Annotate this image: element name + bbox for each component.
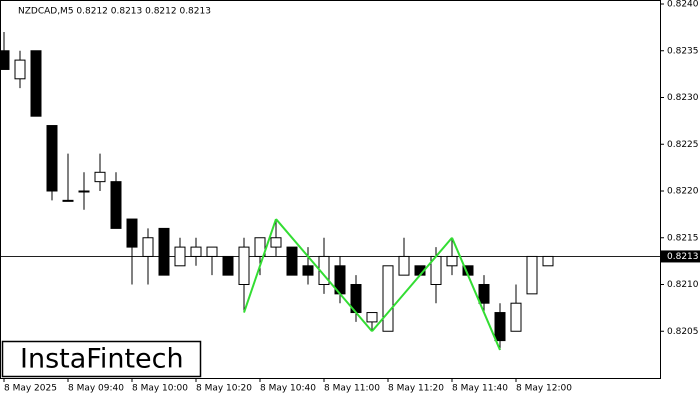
x-tick-label: 8 May 12:00 [516,384,572,394]
candle-body [126,218,138,248]
x-tick-label: 8 May 11:40 [452,384,508,394]
candle-body [446,255,458,267]
pattern-line [243,218,277,313]
candle-body [382,265,394,332]
y-tick-label: 0.8220 [667,187,699,197]
candle-body [270,237,282,248]
y-tick-label: 0.8215 [667,233,699,243]
candle-body [366,312,378,323]
pattern-line [371,237,453,332]
x-tick-label: 8 May 10:00 [132,384,188,394]
candle-body [78,190,90,193]
y-tick-label: 0.8205 [667,327,699,337]
y-tick-label: 0.8240 [667,0,699,10]
candle-body [110,181,122,229]
candle-body [190,246,202,257]
x-tick-label: 8 May 11:00 [324,384,380,394]
candle-body [174,246,186,267]
candle-body [46,125,58,192]
candle-body [510,302,522,332]
candle-body [14,59,26,80]
candle-body [142,237,154,257]
candle-body [94,171,106,183]
chart-title: NZDCAD,M5 0.8212 0.8213 0.8212 0.8213 [18,7,211,17]
candle-body [206,246,218,257]
candle-body [398,255,410,276]
x-tick-label: 8 May 2025 [4,384,57,394]
candle-body [158,227,170,276]
logo-box [1,340,202,378]
y-tick-label: 0.8225 [667,140,699,150]
pattern-line [451,237,501,351]
x-tick-label: 8 May 10:40 [260,384,316,394]
last-price-label: 0.8213 [667,252,699,262]
pattern-line [275,218,373,332]
candle-body [286,246,298,276]
candle-body [542,255,554,267]
candle-body [62,199,74,202]
candle-body [238,246,250,286]
x-tick-label: 8 May 11:20 [388,384,444,394]
logo: InstaFintech [20,344,184,375]
candle-body [0,50,10,70]
y-tick-label: 0.8230 [667,93,699,103]
y-tick-label: 0.8235 [667,46,699,56]
candle-body [302,265,314,276]
x-tick-label: 8 May 10:20 [196,384,252,394]
y-tick-label: 0.8210 [667,280,699,290]
candle-body [222,255,234,276]
candle-body [478,284,490,304]
x-tick-label: 8 May 09:40 [68,384,124,394]
last-price-box [660,250,700,263]
candle-body [254,237,266,257]
candle-body [526,255,538,295]
candle-body [494,312,506,342]
candle-body [30,50,42,117]
